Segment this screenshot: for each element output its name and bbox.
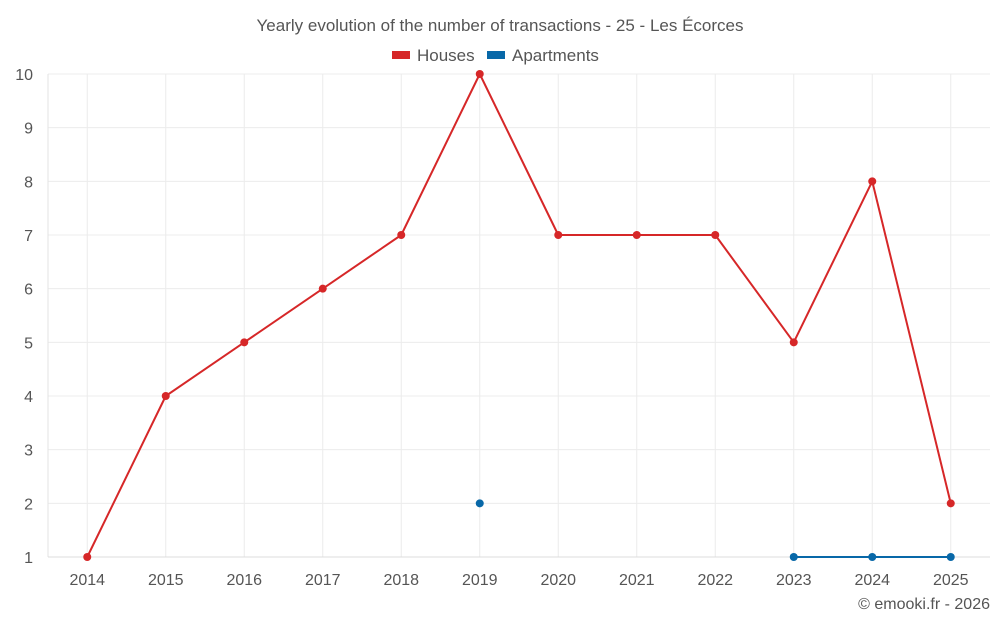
legend-item-houses[interactable]: Houses bbox=[392, 46, 475, 65]
y-tick-label: 7 bbox=[24, 228, 33, 245]
x-tick-label: 2021 bbox=[619, 572, 655, 589]
y-tick-label: 6 bbox=[24, 282, 33, 299]
data-point-houses-2022[interactable] bbox=[711, 231, 720, 239]
y-tick-label: 5 bbox=[24, 335, 33, 352]
x-tick-label: 2025 bbox=[933, 572, 969, 589]
data-point-houses-2014[interactable] bbox=[83, 553, 92, 561]
gridlines bbox=[47, 73, 990, 558]
x-tick-label: 2016 bbox=[226, 572, 262, 589]
data-point-apartments-2019[interactable] bbox=[475, 499, 484, 508]
series-line-segment bbox=[400, 73, 481, 236]
y-axis-ticks: 1 2 3 4 5 6 7 8 9 10 bbox=[15, 67, 33, 567]
credit-text: © emooki.fr - 2026 bbox=[858, 596, 990, 613]
chart-title: Yearly evolution of the number of transa… bbox=[257, 16, 744, 35]
legend-item-apartments[interactable]: Apartments bbox=[487, 46, 599, 65]
series-line-segment bbox=[164, 341, 246, 397]
series-line-segment bbox=[243, 287, 324, 344]
y-tick-label: 10 bbox=[15, 67, 33, 84]
y-tick-label: 3 bbox=[24, 443, 33, 460]
data-point-houses-2019[interactable] bbox=[475, 70, 484, 78]
x-tick-label: 2018 bbox=[383, 572, 419, 589]
x-tick-label: 2020 bbox=[540, 572, 576, 589]
data-point-houses-2021[interactable] bbox=[632, 231, 641, 239]
data-point-houses-2020[interactable] bbox=[554, 231, 563, 239]
legend-swatch bbox=[487, 51, 505, 59]
y-tick-label: 4 bbox=[24, 389, 33, 406]
y-tick-label: 9 bbox=[24, 121, 33, 138]
series-line-segment bbox=[792, 180, 874, 344]
x-tick-label: 2023 bbox=[776, 572, 812, 589]
legend-swatch bbox=[392, 51, 410, 59]
series-apartments bbox=[475, 499, 955, 561]
y-tick-label: 8 bbox=[24, 174, 33, 191]
y-tick-label: 1 bbox=[24, 550, 33, 567]
data-point-apartments-2024[interactable] bbox=[868, 553, 877, 561]
series-line-segment bbox=[321, 234, 403, 290]
series-line-segment bbox=[86, 395, 167, 558]
x-tick-label: 2017 bbox=[305, 572, 341, 589]
data-point-houses-2015[interactable] bbox=[161, 392, 170, 400]
legend: Houses Apartments bbox=[392, 46, 599, 65]
x-tick-label: 2015 bbox=[148, 572, 184, 589]
data-point-houses-2025[interactable] bbox=[946, 499, 955, 508]
x-axis-ticks: 2014 2015 2016 2017 2018 2019 2020 2021 2022 2023… bbox=[69, 572, 968, 589]
y-tick-label: 2 bbox=[24, 496, 33, 513]
data-point-houses-2016[interactable] bbox=[240, 338, 249, 347]
legend-label: Apartments bbox=[512, 46, 599, 65]
series-group bbox=[83, 70, 955, 561]
data-point-houses-2023[interactable] bbox=[789, 338, 798, 347]
x-tick-label: 2022 bbox=[697, 572, 733, 589]
x-tick-label: 2024 bbox=[854, 572, 890, 589]
series-line-segment bbox=[871, 180, 952, 505]
legend-label: Houses bbox=[417, 46, 475, 65]
data-point-houses-2024[interactable] bbox=[868, 177, 877, 186]
x-tick-label: 2014 bbox=[69, 572, 105, 589]
series-line-segment bbox=[714, 234, 795, 344]
x-tick-label: 2019 bbox=[462, 572, 498, 589]
series-line-segment bbox=[478, 73, 560, 236]
data-point-apartments-2023[interactable] bbox=[789, 553, 798, 561]
data-point-houses-2017[interactable] bbox=[318, 284, 327, 293]
data-point-apartments-2025[interactable] bbox=[946, 553, 955, 561]
data-point-houses-2018[interactable] bbox=[397, 231, 406, 239]
series-houses bbox=[83, 70, 955, 561]
